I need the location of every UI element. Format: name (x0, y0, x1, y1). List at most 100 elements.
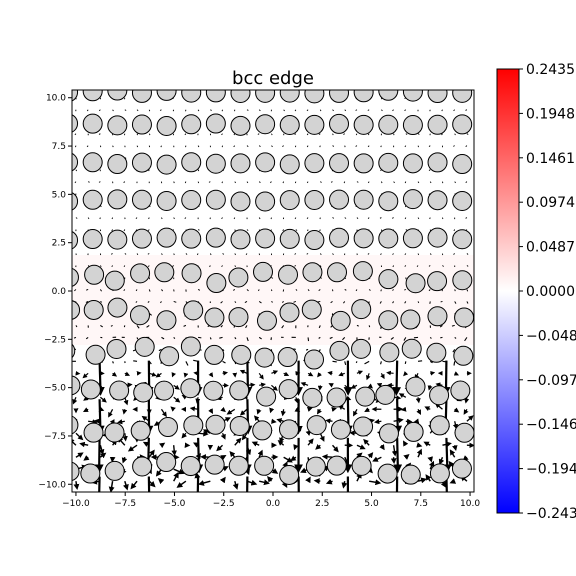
displacement-arrow (234, 265, 237, 268)
displacement-arrow (258, 301, 262, 304)
colorbar-tick-label: 0.0000 (526, 284, 575, 300)
displacement-arrow (342, 337, 346, 341)
displacement-arrow (295, 229, 298, 231)
displacement-arrow (364, 360, 370, 365)
displacement-arrow (356, 217, 359, 220)
displacement-arrow (452, 349, 456, 353)
displacement-arrow (98, 109, 101, 112)
atom (279, 114, 300, 135)
displacement-arrow (350, 384, 358, 389)
displacement-arrow (185, 361, 189, 366)
displacement-arrow (376, 383, 383, 388)
atom (205, 113, 226, 134)
displacement-arrow (111, 371, 118, 377)
displacement-arrow (435, 382, 443, 388)
atom (402, 189, 423, 210)
displacement-arrow (454, 336, 457, 339)
atom (230, 191, 251, 212)
displacement-arrow (253, 415, 260, 422)
atom (156, 154, 177, 175)
displacement-arrow (184, 133, 187, 136)
atom (427, 190, 448, 211)
displacement-arrow (234, 301, 237, 303)
atom (301, 299, 322, 320)
displacement-arrow (112, 145, 114, 148)
atom (183, 300, 204, 321)
atom (378, 228, 399, 249)
displacement-arrow (404, 181, 407, 184)
atom (104, 422, 125, 443)
displacement-arrow (111, 217, 114, 220)
displacement-arrow (222, 370, 229, 376)
displacement-arrow (208, 181, 211, 183)
atom (80, 463, 101, 484)
atom (256, 386, 277, 407)
displacement-arrow (246, 145, 249, 147)
x-tick-label: −10.0 (62, 499, 90, 509)
displacement-arrow (325, 418, 333, 424)
displacement-arrow (417, 145, 420, 148)
displacement-arrow (380, 373, 385, 380)
displacement-arrow (74, 289, 77, 292)
atom (72, 267, 79, 287)
displacement-arrow (245, 253, 248, 256)
displacement-arrow (332, 253, 334, 256)
displacement-arrow (452, 444, 458, 452)
displacement-arrow (355, 145, 358, 147)
displacement-arrow (208, 408, 214, 414)
displacement-arrow (100, 301, 103, 303)
displacement-arrow (124, 371, 131, 376)
colorbar-tick-label: 0.1461 (526, 151, 575, 167)
displacement-arrow (344, 217, 347, 219)
displacement-arrow (453, 371, 460, 376)
displacement-arrow (449, 478, 457, 484)
displacement-arrow (428, 460, 435, 470)
displacement-arrow (451, 324, 455, 327)
displacement-arrow (429, 181, 432, 184)
displacement-arrow (184, 217, 187, 219)
atom (402, 90, 423, 102)
atom (205, 153, 226, 174)
displacement-arrow (380, 181, 383, 184)
displacement-arrow (369, 479, 382, 486)
displacement-arrow (108, 408, 114, 418)
x-tick-label: 0.0 (266, 499, 281, 509)
atom (72, 415, 79, 435)
displacement-arrow (181, 432, 188, 439)
displacement-arrow (305, 348, 309, 351)
displacement-arrow (465, 181, 468, 183)
displacement-arrow (239, 408, 248, 416)
displacement-arrow (466, 265, 469, 267)
displacement-arrow (258, 372, 264, 380)
atom (304, 153, 325, 174)
atom (228, 455, 249, 476)
displacement-arrow (355, 109, 358, 111)
atom (427, 271, 448, 292)
displacement-arrow (344, 109, 347, 112)
atom (353, 153, 374, 174)
atom (131, 228, 152, 249)
displacement-arrow (404, 265, 407, 267)
displacement-arrow (403, 337, 407, 341)
atom-layer (72, 90, 474, 485)
displacement-arrow (221, 265, 223, 267)
displacement-arrow (417, 181, 420, 184)
displacement-arrow (290, 455, 297, 462)
displacement-arrow (222, 348, 225, 352)
atom (279, 154, 300, 175)
displacement-arrow (99, 265, 102, 268)
displacement-arrow (320, 181, 322, 183)
displacement-arrow (367, 181, 370, 184)
displacement-arrow (429, 337, 432, 339)
displacement-arrow (368, 289, 371, 291)
displacement-arrow (160, 408, 167, 418)
displacement-arrow (281, 301, 284, 303)
displacement-arrow (294, 181, 297, 184)
displacement-arrow (155, 372, 162, 378)
atom (72, 90, 79, 102)
displacement-arrow (220, 325, 223, 328)
displacement-arrow (306, 406, 313, 412)
displacement-arrow (429, 253, 432, 255)
displacement-arrow (466, 415, 474, 422)
